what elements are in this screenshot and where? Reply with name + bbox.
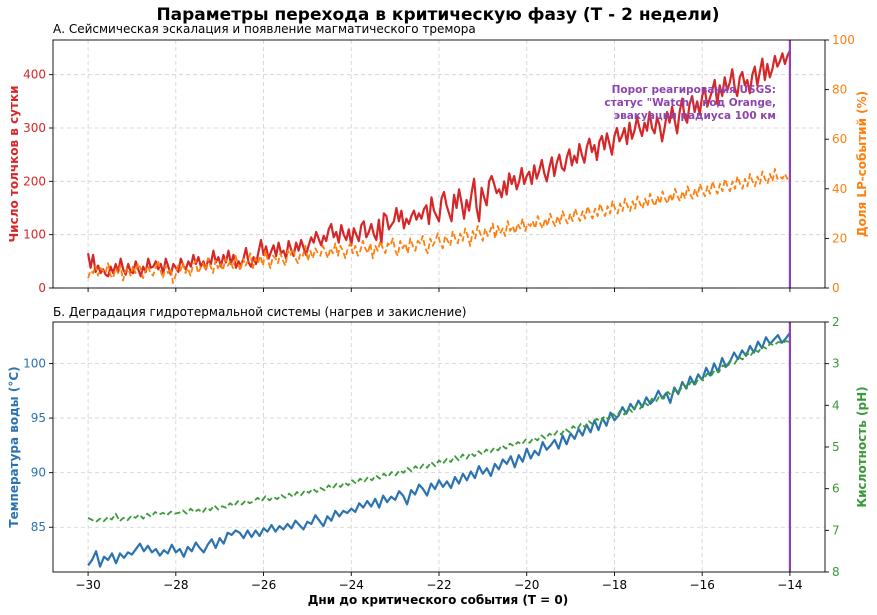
x-tick-label: −14 bbox=[777, 578, 802, 592]
left-y-tick-label: 200 bbox=[23, 174, 46, 188]
right-y-tick-label: 0 bbox=[832, 281, 840, 295]
left-axis-label: Температура воды (°С) bbox=[7, 366, 21, 527]
left-axis-label: Число толчков в сутки bbox=[7, 85, 21, 242]
right-y-tick-label: 7 bbox=[832, 523, 840, 537]
panel-a-title: А. Сейсмическая эскалация и появление ма… bbox=[53, 22, 476, 36]
right-y-tick-label: 2 bbox=[832, 315, 840, 329]
figure-title: Параметры перехода в критическую фазу (T… bbox=[156, 5, 719, 25]
left-y-tick-label: 400 bbox=[23, 68, 46, 82]
panel-b-title: Б. Деградация гидротермальной системы (н… bbox=[53, 305, 466, 319]
right-y-tick-label: 20 bbox=[832, 231, 847, 245]
left-y-tick-label: 100 bbox=[23, 356, 46, 370]
annotation-line: эвакуация радиуса 100 км bbox=[614, 110, 776, 122]
right-y-tick-label: 8 bbox=[832, 565, 840, 579]
left-y-tick-label: 100 bbox=[23, 228, 46, 242]
x-tick-label: −18 bbox=[602, 578, 627, 592]
annotation-line: статус "Watch", код Orange, bbox=[604, 97, 776, 109]
right-y-tick-label: 40 bbox=[832, 182, 847, 196]
right-series-line bbox=[87, 340, 791, 523]
annotation-line: Порог реагирования USGS: bbox=[612, 84, 776, 96]
panel-b-hydrothermal: −30 −28 −26 −24 −22 −20 −18 −16 −14 85 90 95 100 2 3 4 5… bbox=[7, 315, 869, 592]
left-y-tick-label: 300 bbox=[23, 121, 46, 135]
right-y-tick-label: 6 bbox=[832, 482, 840, 496]
right-y-tick-label: 100 bbox=[832, 33, 855, 47]
x-tick-label: −28 bbox=[163, 578, 188, 592]
threshold-annotation: Порог реагирования USGS:статус "Watch", … bbox=[604, 84, 776, 122]
right-y-tick-label: 4 bbox=[832, 398, 840, 412]
right-axis-label: Доля LP-событий (%) bbox=[855, 91, 869, 237]
right-y-tick-label: 5 bbox=[832, 440, 840, 454]
right-y-tick-label: 3 bbox=[832, 357, 840, 371]
x-axis-label: Дни до критического события (T = 0) bbox=[308, 593, 569, 607]
right-y-tick-label: 60 bbox=[832, 132, 847, 146]
x-tick-label: −24 bbox=[339, 578, 364, 592]
x-tick-label: −20 bbox=[514, 578, 539, 592]
x-tick-label: −26 bbox=[251, 578, 276, 592]
left-y-tick-label: 0 bbox=[38, 281, 46, 295]
left-y-tick-label: 85 bbox=[31, 520, 46, 534]
left-y-tick-label: 90 bbox=[31, 466, 46, 480]
x-tick-label: −16 bbox=[690, 578, 715, 592]
right-axis-label: Кислотность (pH) bbox=[855, 386, 869, 507]
x-tick-label: −22 bbox=[426, 578, 451, 592]
left-y-tick-label: 95 bbox=[31, 411, 46, 425]
x-tick-label: −30 bbox=[75, 578, 100, 592]
right-series-line bbox=[87, 168, 791, 284]
right-y-tick-label: 80 bbox=[832, 83, 847, 97]
